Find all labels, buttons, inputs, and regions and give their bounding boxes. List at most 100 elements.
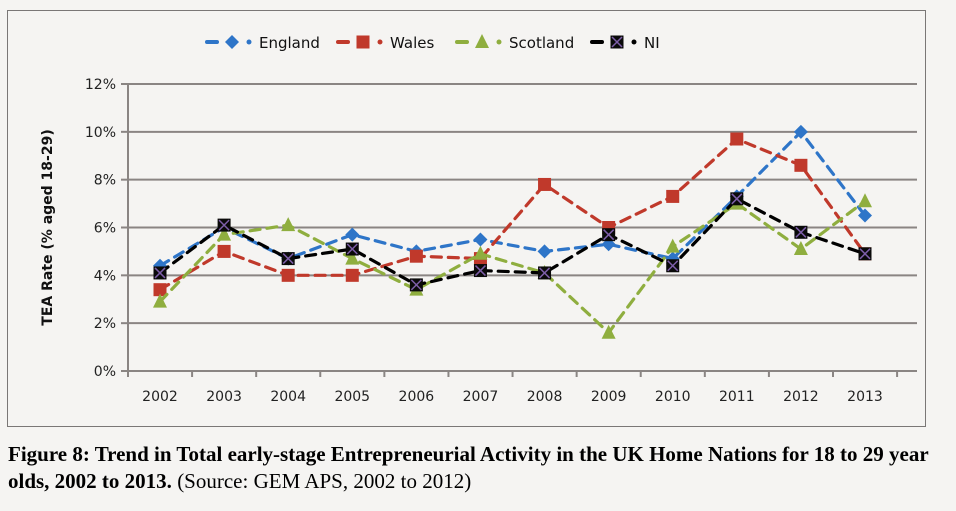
x-tick-label: 2005 [334, 389, 370, 405]
marker-square [666, 189, 680, 203]
marker-square [794, 158, 808, 172]
marker-x-square-cross [795, 226, 807, 238]
marker-x-square-cross [731, 193, 743, 205]
marker-x-square-cross [218, 219, 230, 231]
gridlines [128, 83, 917, 325]
y-tick-label: 2% [94, 316, 116, 332]
marker-triangle [281, 217, 296, 232]
marker-x-square-cross [667, 260, 679, 272]
marker-triangle [793, 241, 808, 256]
marker-diamond [473, 232, 488, 247]
marker-x-square [730, 192, 744, 206]
y-tick-label: 8% [94, 173, 116, 189]
marker-x-square [409, 278, 423, 292]
legend-dot [496, 39, 502, 45]
axes: 0% 2% 4% 6% 8% 10% 12% 2002 2003 2004 2005 2006 2007… [85, 77, 917, 405]
marker-triangle [153, 293, 167, 308]
legend-label: NI [644, 34, 660, 52]
marker-x-square [610, 35, 624, 49]
marker-square [217, 244, 231, 258]
legend-item-wales: Wales [336, 34, 434, 52]
marker-x-square [345, 242, 359, 256]
marker-square [538, 177, 552, 191]
x-tick-label: 2002 [142, 389, 178, 405]
x-tick-label: 2007 [463, 389, 499, 405]
chart-frame [7, 10, 926, 427]
marker-square [153, 283, 167, 297]
series-group [153, 124, 872, 339]
legend-dot [377, 39, 383, 45]
marker-triangle [475, 34, 489, 48]
marker-diamond [793, 124, 808, 139]
marker-x-square-cross [603, 229, 615, 241]
marker-diamond [537, 244, 552, 259]
marker-square [730, 132, 744, 146]
caption-bold: Figure 8: Trend in Total early-stage Ent… [8, 442, 929, 493]
x-tick-label: 2009 [591, 389, 627, 405]
marker-triangle [858, 193, 872, 208]
marker-x-square-cross [539, 267, 551, 279]
marker-x-square [281, 252, 295, 266]
x-tick-label: 2003 [206, 389, 242, 405]
marker-square [345, 268, 359, 282]
y-tick-label: 4% [94, 268, 116, 284]
figure-caption: Figure 8: Trend in Total early-stage Ent… [8, 441, 948, 495]
marker-x-square-cross [282, 253, 294, 265]
series-line [158, 199, 867, 336]
x-tick-label: 2013 [847, 389, 883, 405]
series-ni [153, 192, 872, 292]
marker-diamond [858, 208, 872, 223]
marker-x-square [217, 218, 231, 232]
series-line [158, 137, 867, 292]
marker-x-square [794, 225, 808, 239]
legend-dot [631, 39, 637, 45]
series-line [158, 129, 867, 268]
marker-square [409, 249, 423, 263]
marker-x-square [666, 259, 680, 273]
marker-triangle [601, 324, 616, 339]
marker-triangle [473, 245, 488, 260]
marker-triangle [665, 238, 680, 253]
x-tick-label: 2010 [655, 389, 691, 405]
x-tick-label: 2006 [399, 389, 435, 405]
marker-square [281, 268, 295, 282]
marker-x-square-cross [346, 243, 358, 255]
marker-x-square [538, 266, 552, 280]
y-axis-title: TEA Rate (% aged 18-29) [40, 129, 56, 325]
legend-item-scotland: Scotland [455, 34, 574, 52]
legend-label: England [259, 34, 320, 52]
marker-triangle [217, 226, 232, 241]
marker-x-square-cross [611, 36, 623, 48]
y-tick-label: 10% [85, 125, 116, 141]
marker-diamond [225, 35, 239, 49]
marker-x-square-cross [474, 265, 486, 277]
marker-x-square-cross [859, 248, 871, 260]
series-line [158, 196, 867, 287]
marker-x-square [602, 228, 616, 242]
marker-x-square-cross [410, 279, 422, 291]
legend: England Wales Scotland NI [205, 34, 660, 52]
legend-dot [246, 39, 252, 45]
marker-x-square-cross [154, 267, 166, 279]
legend-label: Wales [390, 34, 434, 52]
legend-label: Scotland [509, 34, 574, 52]
legend-item-ni: NI [590, 34, 660, 52]
line-chart: 0% 2% 4% 6% 8% 10% 12% 2002 2003 2004 2005 2006 2007… [40, 34, 917, 405]
x-tick-label: 2008 [527, 389, 563, 405]
y-tick-label: 0% [94, 364, 116, 380]
legend-item-england: England [205, 34, 320, 52]
marker-square [356, 35, 370, 49]
x-tick-label: 2004 [270, 389, 306, 405]
y-tick-label: 6% [94, 221, 116, 237]
marker-triangle [345, 250, 360, 265]
caption-source: (Source: GEM APS, 2002 to 2012) [171, 469, 472, 493]
marker-diamond [345, 227, 360, 242]
marker-x-square [153, 266, 167, 280]
marker-x-square [473, 264, 487, 278]
x-tick-label: 2011 [719, 389, 755, 405]
marker-x-square [858, 247, 872, 261]
y-tick-label: 12% [85, 77, 116, 93]
x-tick-label: 2012 [783, 389, 819, 405]
series-england [153, 124, 872, 273]
series-scotland [153, 193, 872, 339]
